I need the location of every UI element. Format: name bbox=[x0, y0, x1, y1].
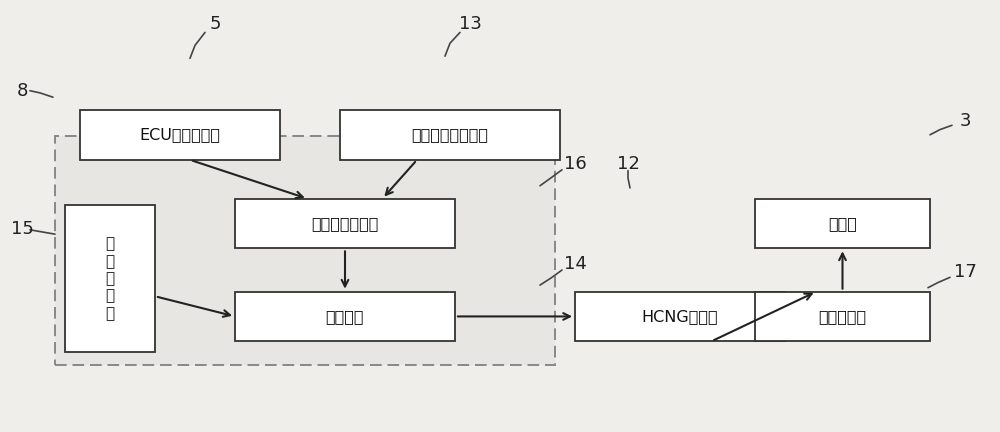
Bar bbox=[80, 110, 280, 160]
Text: 3: 3 bbox=[959, 112, 971, 130]
Text: 8: 8 bbox=[16, 82, 28, 100]
Text: 15: 15 bbox=[11, 220, 33, 238]
Text: 车况信息收集组件: 车况信息收集组件 bbox=[412, 127, 488, 143]
Text: 第三信号收发器: 第三信号收发器 bbox=[311, 216, 379, 231]
Text: 处理元件: 处理元件 bbox=[326, 309, 364, 324]
Text: 14: 14 bbox=[564, 254, 586, 273]
Text: 5: 5 bbox=[209, 15, 221, 33]
Bar bbox=[235, 199, 455, 248]
Text: 13: 13 bbox=[459, 15, 481, 33]
Bar bbox=[575, 292, 785, 341]
Text: 发动机: 发动机 bbox=[828, 216, 857, 231]
Bar bbox=[235, 292, 455, 341]
Text: HCNG储存罐: HCNG储存罐 bbox=[642, 309, 718, 324]
Text: 存
储
元
件
元: 存 储 元 件 元 bbox=[105, 236, 115, 321]
Bar bbox=[65, 205, 155, 352]
Bar bbox=[755, 199, 930, 248]
Bar bbox=[340, 110, 560, 160]
Text: ECU主控制单元: ECU主控制单元 bbox=[140, 127, 220, 143]
Bar bbox=[55, 136, 555, 365]
Bar bbox=[755, 292, 930, 341]
Text: 17: 17 bbox=[954, 263, 976, 281]
Text: 16: 16 bbox=[564, 155, 586, 173]
Text: 12: 12 bbox=[617, 155, 639, 173]
Text: 燃气喷射器: 燃气喷射器 bbox=[818, 309, 867, 324]
